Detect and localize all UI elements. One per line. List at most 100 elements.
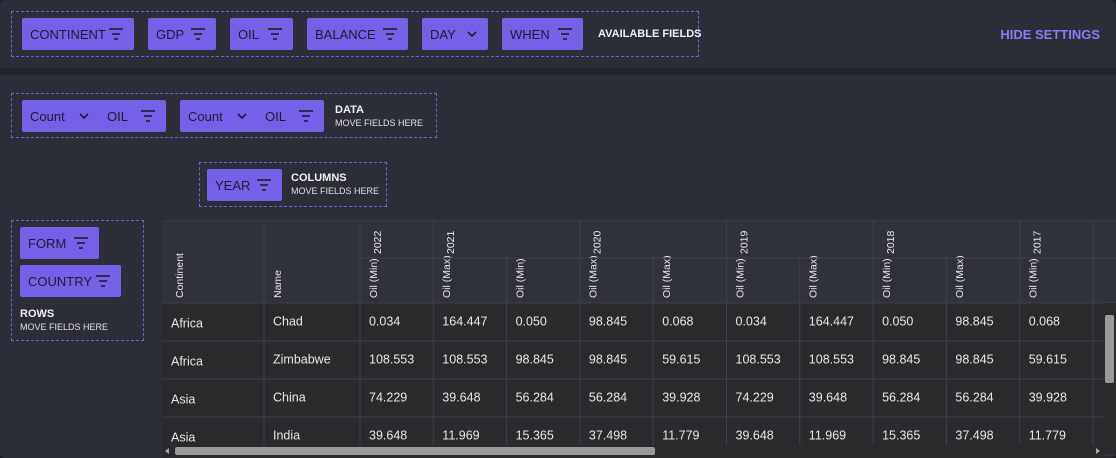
divider — [0, 68, 1116, 75]
cell: 74.229 — [369, 390, 407, 404]
scrollbar-thumb — [175, 447, 655, 455]
cell: Asia — [171, 392, 195, 406]
year-header: 2018 — [885, 230, 897, 254]
cell: 39.648 — [809, 390, 847, 404]
measure-header: Oil (Min) — [368, 258, 380, 298]
field-chip[interactable]: Count OIL — [22, 100, 166, 132]
columns-hint: MOVE FIELDS HERE — [291, 186, 380, 196]
cell: 11.969 — [442, 428, 479, 442]
columns-area — [199, 162, 387, 207]
filter-icon — [268, 28, 282, 40]
chip-label: BALANCE — [315, 26, 376, 42]
cell: 108.553 — [736, 352, 781, 366]
measure-header: Oil (Min) — [734, 258, 746, 298]
cell: 39.648 — [369, 428, 407, 442]
chip-label: CONTINENT — [30, 26, 106, 42]
filter-icon — [383, 28, 397, 40]
cell: 39.928 — [1029, 390, 1067, 404]
cell: 39.648 — [442, 390, 480, 404]
cell: 11.779 — [662, 428, 699, 442]
cell: 98.845 — [955, 314, 993, 328]
data-area — [11, 93, 437, 138]
field-chip[interactable]: OIL — [230, 18, 293, 50]
cell: Asia — [171, 430, 195, 444]
year-header: 2021 — [445, 230, 457, 254]
cell: 39.928 — [662, 390, 700, 404]
cell: 0.034 — [369, 314, 400, 328]
cell: 108.553 — [369, 352, 414, 366]
scroll-arrow — [1096, 448, 1100, 454]
chip-field: OIL — [265, 108, 286, 124]
measure-header: Oil (Min) — [514, 258, 526, 298]
cell: 15.365 — [516, 428, 554, 442]
chevron-icon — [79, 113, 89, 120]
measure-header: Oil (Min) — [881, 258, 893, 298]
measure-header: Oil (Max) — [808, 255, 820, 298]
field-chip[interactable]: FORM — [20, 227, 99, 259]
year-header: 2017 — [1031, 230, 1043, 254]
row-header: Name — [272, 270, 284, 298]
cell: 39.648 — [736, 428, 774, 442]
field-chip[interactable]: BALANCE — [307, 18, 408, 50]
cell: 56.284 — [955, 390, 993, 404]
cell: 164.447 — [442, 314, 487, 328]
year-header: 2020 — [592, 230, 604, 254]
data-title: DATA — [335, 104, 364, 116]
cell: 37.498 — [955, 428, 993, 442]
cell: 98.845 — [589, 352, 627, 366]
field-chip[interactable]: DAY — [422, 18, 488, 50]
rows-hint: MOVE FIELDS HERE — [20, 322, 109, 332]
cell: 108.553 — [442, 352, 487, 366]
data-hint: MOVE FIELDS HERE — [335, 118, 424, 128]
available-fields-area — [11, 11, 699, 57]
field-chip[interactable]: GDP — [148, 18, 216, 50]
body-bg — [162, 303, 1116, 458]
filter-icon — [558, 28, 572, 40]
filter-icon — [191, 28, 205, 40]
cell: 37.498 — [589, 428, 627, 442]
chip-label: Count — [30, 108, 65, 124]
field-chip[interactable]: COUNTRY — [20, 265, 121, 297]
field-chip[interactable]: YEAR — [207, 169, 282, 201]
chip-label: WHEN — [510, 26, 550, 42]
field-chip[interactable]: WHEN — [502, 18, 583, 50]
cell: Africa — [171, 316, 203, 330]
cell: 0.034 — [736, 314, 767, 328]
measure-header: Oil (Max) — [588, 255, 600, 298]
cell: 0.050 — [516, 314, 547, 328]
cell: 56.284 — [882, 390, 920, 404]
chip-label: YEAR — [215, 177, 251, 193]
chip-label: FORM — [28, 235, 67, 251]
chevron-icon — [237, 113, 247, 120]
cell: 0.068 — [662, 314, 693, 328]
cell: 56.284 — [589, 390, 627, 404]
columns-title: COLUMNS — [291, 172, 347, 184]
scroll-arrow — [165, 448, 169, 454]
measure-header: Oil (Max) — [954, 255, 966, 298]
cell: 56.284 — [516, 390, 554, 404]
cell: 98.845 — [955, 352, 993, 366]
cell: 0.068 — [1029, 314, 1060, 328]
row-header: Continent — [174, 253, 186, 298]
cell: 98.845 — [882, 352, 920, 366]
field-chip[interactable]: Count OIL — [180, 100, 324, 132]
cell: Africa — [171, 354, 203, 368]
chip-label: COUNTRY — [28, 273, 93, 289]
cell: 98.845 — [516, 352, 554, 366]
filter-icon — [74, 237, 88, 249]
filter-icon — [109, 28, 123, 40]
rows-title: ROWS — [20, 308, 55, 320]
measure-header: Oil (Min) — [1027, 258, 1039, 298]
filter-icon — [96, 275, 110, 287]
scrollbar-thumb — [1105, 315, 1114, 383]
hide-settings-button[interactable]: HIDE SETTINGS — [1000, 27, 1100, 42]
cell: 11.779 — [1029, 428, 1066, 442]
field-chip[interactable]: CONTINENT — [22, 18, 134, 50]
cell: 98.845 — [589, 314, 627, 328]
filter-icon — [141, 110, 155, 122]
header-bg — [162, 220, 1116, 303]
chip-label: Count — [188, 108, 223, 124]
cell: 59.615 — [662, 352, 700, 366]
